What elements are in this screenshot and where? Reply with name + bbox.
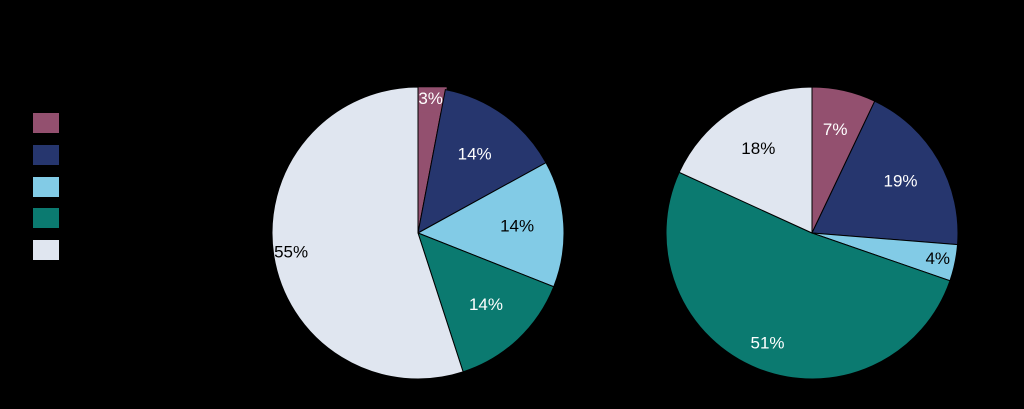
pie-1-label-2: 14% xyxy=(458,145,492,164)
pie-chart-left: 3% 14% 14% 14% 55% xyxy=(271,86,565,380)
legend-swatch-3 xyxy=(33,177,59,197)
pie-chart-right: 7% 19% 4% 51% 18% xyxy=(665,86,959,380)
pie-1-slice-3 xyxy=(416,161,565,288)
pie-1-label-4: 14% xyxy=(469,295,503,314)
pie-2-slice-4 xyxy=(665,171,951,380)
legend-swatch-1 xyxy=(33,113,59,133)
pie-2-label-4: 51% xyxy=(750,334,784,353)
pie-2-label-2: 19% xyxy=(883,171,917,190)
legend-swatch-4 xyxy=(33,208,59,228)
pie-1-label-box-1 xyxy=(414,87,447,113)
pie-1-label-3: 14% xyxy=(500,216,534,235)
pie-2-label-1: 7% xyxy=(823,120,848,139)
pie-2-slice-5 xyxy=(678,86,813,234)
pie-1-slice-2 xyxy=(417,89,547,234)
pie-1-slice-5 xyxy=(271,86,464,380)
pie-2-label-5: 18% xyxy=(741,139,775,158)
pie-2-slice-2 xyxy=(811,100,959,246)
pie-2-label-3: 4% xyxy=(925,249,950,268)
pie-1-label-1: 3% xyxy=(418,89,443,108)
pie-1-label-5: 55% xyxy=(274,243,308,262)
legend-swatch-5 xyxy=(33,240,59,260)
legend-swatch-2 xyxy=(33,145,59,165)
